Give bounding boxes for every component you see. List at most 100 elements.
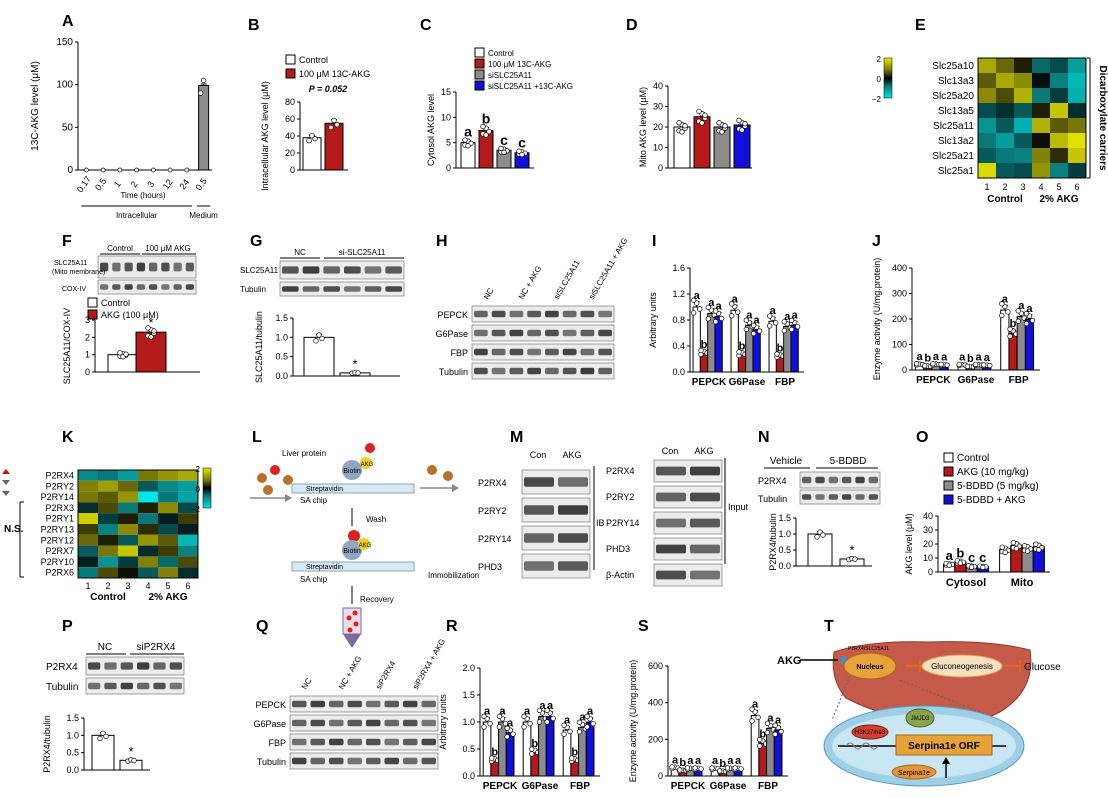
- blot-band: [137, 662, 150, 670]
- data-point: [738, 766, 744, 772]
- heatmap-cell: [178, 470, 198, 481]
- x-tick-label: PEPCK: [916, 375, 951, 386]
- gluconeogenesis-badge: [921, 654, 1003, 678]
- heatmap-cell: [1050, 103, 1068, 118]
- heatmap-cell: [1014, 88, 1032, 103]
- blot-band: [310, 719, 325, 727]
- heatmap-cell: [118, 545, 138, 557]
- blot-band: [509, 310, 524, 318]
- panel-letter: B: [248, 17, 260, 34]
- significance-letter: b: [679, 757, 686, 769]
- y-tick-label: 1.0: [778, 529, 791, 539]
- legend-swatch: [87, 297, 98, 308]
- significance-letter: a: [694, 290, 701, 302]
- x-tick-label: 0.5: [193, 176, 208, 192]
- blot-band: [112, 284, 121, 290]
- data-point: [590, 720, 596, 727]
- heatmap-cell: [98, 567, 118, 578]
- heatmap-cell: [138, 513, 158, 524]
- protein-icon: [270, 465, 280, 475]
- data-point: [749, 706, 755, 712]
- panel-letter: A: [62, 13, 74, 30]
- y-tick-label: 200: [892, 314, 907, 324]
- blot-row-label: P2RX4: [606, 466, 635, 476]
- heatmap-cell: [138, 524, 158, 535]
- legend-swatch: [474, 80, 485, 91]
- blot-band: [366, 757, 381, 765]
- data-point: [151, 328, 157, 334]
- data-point: [820, 532, 826, 538]
- data-point: [584, 724, 590, 730]
- bar: [1024, 318, 1035, 371]
- panel-g: NC si-SLC25A11 SLC25A11 Tubulin 0.0 0.5 1.0 1.5…: [240, 248, 405, 383]
- data-point: [781, 327, 787, 334]
- blot-band: [173, 284, 182, 290]
- significance-letter: a: [524, 706, 531, 718]
- bar: [585, 721, 595, 777]
- biotin-icon: [342, 460, 362, 480]
- x-tick-label: 0.5: [93, 176, 108, 192]
- heatmap-col-label: 4: [1038, 182, 1043, 192]
- data-point: [987, 362, 993, 369]
- blot-band: [282, 286, 299, 292]
- blot-row-label: P2RX4: [758, 476, 787, 486]
- x-tick-label: Cytosol: [946, 577, 986, 589]
- heatmap-cell: [78, 480, 98, 492]
- data-point: [756, 328, 763, 334]
- bar: [198, 85, 210, 171]
- significance-letter: a: [752, 699, 759, 711]
- heatmap-cell: [1068, 133, 1086, 148]
- y-tick-label: 1.5: [275, 313, 288, 323]
- blot-row-label: Tubulin: [257, 757, 286, 767]
- y-tick-label: 40: [653, 81, 663, 91]
- data-point: [550, 715, 556, 722]
- data-point: [501, 149, 507, 156]
- data-point: [684, 765, 691, 771]
- blot-band: [120, 682, 133, 690]
- blot-band: [169, 662, 182, 670]
- data-point: [131, 757, 137, 764]
- heatmap-cell: [996, 148, 1014, 163]
- heatmap-cell: [158, 480, 178, 492]
- heatmap-cell: [1068, 103, 1086, 118]
- heatmap-cell: [1050, 88, 1068, 103]
- blot-row-label: (Mito membrane): [52, 269, 105, 276]
- heatmap-cell: [78, 491, 98, 503]
- panel-letter: E: [915, 17, 926, 34]
- data-point: [999, 312, 1005, 319]
- y-axis-label: SLC25A11/tubulin: [254, 311, 264, 383]
- ib-label: IB: [596, 518, 605, 528]
- blot-band: [656, 544, 686, 554]
- data-point: [999, 544, 1005, 550]
- y-axis-label: AKG level (μM): [904, 513, 914, 574]
- significance-letter: a: [735, 755, 742, 767]
- y-tick-label: 0.0: [66, 765, 79, 775]
- heatmap-row-label: P2RX3: [45, 503, 74, 513]
- blot-band: [364, 266, 382, 274]
- data-point: [489, 755, 495, 761]
- data-point: [999, 301, 1005, 307]
- blot-band: [292, 700, 307, 708]
- heatmap-cell: [138, 556, 158, 568]
- blot-band: [366, 700, 381, 708]
- blot-band: [384, 757, 399, 765]
- bar: [807, 533, 833, 567]
- significance-letter: a: [976, 351, 983, 363]
- panel-m: Con AKG P2RX4 P2RY2 P2RY14 PHD3 Con AKG P2RX4 P2R…: [478, 446, 749, 587]
- legend-swatch: [474, 47, 485, 58]
- blot-band: [302, 266, 320, 274]
- significance: *: [352, 356, 357, 371]
- blot-band: [558, 505, 588, 515]
- panel-letter: R: [446, 618, 458, 635]
- data-point: [103, 733, 109, 740]
- significance-letter: a: [770, 305, 777, 317]
- y-tick-label: 0: [290, 165, 295, 175]
- blot-row-label: FBP: [450, 348, 468, 358]
- blot-band: [491, 329, 506, 337]
- y-tick-label: 100: [892, 340, 907, 350]
- data-point: [544, 719, 550, 725]
- blot-band: [802, 476, 812, 484]
- down-arrow-icon: [2, 480, 10, 485]
- y-axis-label: Arbitrary units: [648, 292, 658, 348]
- blot-row-label: P2RX4: [46, 662, 78, 673]
